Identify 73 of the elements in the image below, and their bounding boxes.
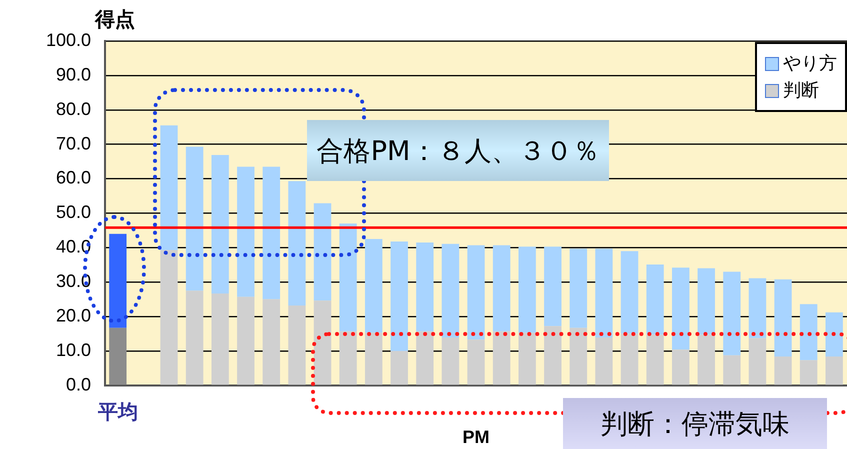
bar [211,154,229,294]
y-tick-label: 90.0 [56,64,92,84]
bar [339,331,357,385]
x-tick-label: 平均 [96,400,138,424]
y-axis-title: 得点 [94,7,135,32]
annotation: 合格PM：８人、３０％ [307,120,609,181]
bar [467,245,485,340]
y-tick-label: 20.0 [56,305,92,326]
bar [186,290,204,385]
bar [544,246,562,326]
bar [109,234,127,328]
bar [570,328,588,385]
bar [390,241,408,351]
bar [262,166,280,300]
bar [748,338,766,385]
text: 判断：停滞気味 [563,398,827,449]
y-tick-label: 80.0 [56,98,92,119]
bar [109,328,127,385]
x-axis-title: PM [462,427,490,448]
bar [186,146,204,291]
bar [442,244,460,338]
bar [416,242,434,332]
bar [314,300,332,385]
bar [262,299,280,385]
bar [774,279,792,356]
bar [442,338,460,385]
bar [390,350,408,385]
bar [672,268,690,350]
bar [620,251,638,334]
legend-label: 判断 [783,80,819,101]
bar [672,350,690,385]
bar [288,181,306,306]
bar [723,272,741,356]
bar [698,334,715,385]
bar [826,356,843,385]
y-tick-label: 50.0 [56,202,92,222]
bar [748,278,766,338]
bar [364,332,382,385]
y-tick-label: 100.0 [46,30,92,50]
bar [620,334,638,385]
bar [646,334,664,385]
bar [467,340,485,385]
bar [800,360,818,385]
y-tick-label: 30.0 [56,271,92,292]
bar [544,326,562,385]
bar [518,246,536,333]
bar [826,312,843,356]
bar [364,239,382,333]
bar [492,331,510,385]
bar [492,245,510,332]
bar [800,304,818,360]
bar [416,331,434,385]
bar [646,264,664,335]
bar [698,268,715,335]
bar [518,332,536,385]
bar [288,306,306,385]
bar [211,293,229,385]
bar [570,248,588,328]
bar [595,248,613,338]
bar [314,203,332,301]
bar [595,338,613,385]
y-tick-label: 10.0 [56,340,92,360]
bar [339,224,357,332]
bar [237,296,254,385]
legend-label: やり方 [783,53,837,74]
y-tick-label: 70.0 [56,133,92,154]
bar [160,250,178,385]
y-tick-label: 0.0 [66,374,92,394]
bar [237,166,254,297]
bar [774,356,792,385]
y-tick-label: 60.0 [56,168,92,188]
bar [160,125,178,250]
bar [723,355,741,385]
